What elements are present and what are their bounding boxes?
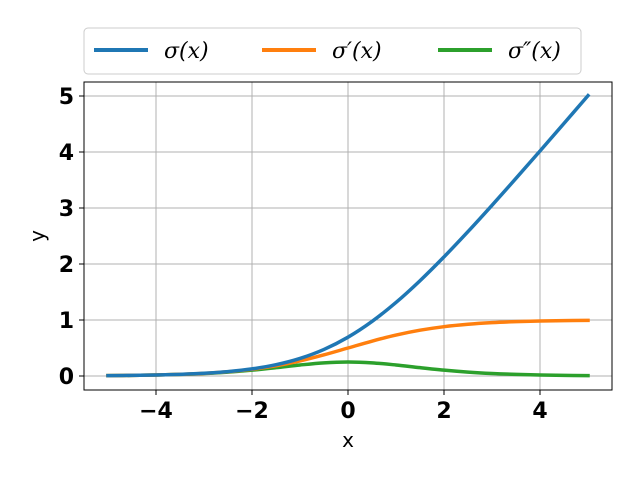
series-line bbox=[106, 93, 591, 378]
y-tick-label: 1 bbox=[59, 309, 74, 334]
legend-label: σ(x) bbox=[164, 39, 209, 64]
x-tick-label: −2 bbox=[235, 399, 269, 424]
legend-box bbox=[83, 27, 582, 75]
x-tick-label: −4 bbox=[139, 399, 173, 424]
y-axis-label: y bbox=[25, 230, 49, 242]
series-lines bbox=[106, 93, 591, 378]
legend-label: σ″(x) bbox=[508, 39, 561, 64]
legend-label: σ′(x) bbox=[332, 39, 382, 64]
x-tick-label: 4 bbox=[532, 399, 547, 424]
x-axis-label: x bbox=[342, 428, 354, 452]
y-tick-label: 5 bbox=[59, 85, 74, 110]
legend: σ(x) σ′(x) σ″(x) bbox=[83, 27, 582, 75]
grid bbox=[84, 82, 612, 390]
y-tick-label: 3 bbox=[59, 197, 74, 222]
y-ticks: 0 1 2 3 4 5 bbox=[59, 85, 84, 390]
y-tick-label: 4 bbox=[59, 141, 74, 166]
x-tick-label: 0 bbox=[340, 399, 355, 424]
y-tick-label: 2 bbox=[59, 253, 74, 278]
x-tick-label: 2 bbox=[436, 399, 451, 424]
x-ticks: −4 −2 0 2 4 bbox=[139, 390, 548, 424]
y-tick-label: 0 bbox=[59, 365, 74, 390]
